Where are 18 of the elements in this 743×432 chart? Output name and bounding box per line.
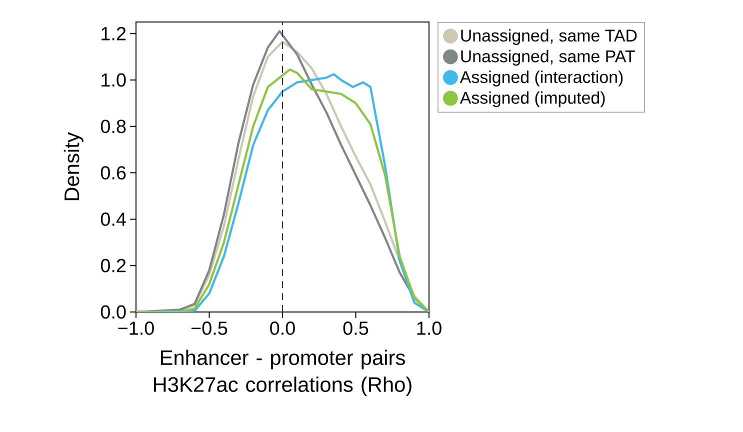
x-axis-title: Enhancer - promoter pairs H3K27ac correlations (Rho) bbox=[154, 350, 412, 396]
x-tick-label: 0.5 bbox=[343, 321, 368, 335]
y-tick-label: 1.0 bbox=[102, 73, 126, 87]
y-axis-title: Density bbox=[64, 132, 84, 200]
legend-label: Assigned (interaction) bbox=[460, 70, 623, 86]
y-tick-label: 0.0 bbox=[100, 305, 126, 319]
y-tick-label: 0.6 bbox=[100, 166, 126, 180]
x-tick-label: −0.5 bbox=[192, 321, 228, 335]
x-tick-label: 1.0 bbox=[417, 321, 442, 335]
y-tick-label: 0.4 bbox=[100, 212, 126, 226]
x-tick-label: 0.0 bbox=[270, 321, 295, 335]
y-tick-label: 0.2 bbox=[100, 258, 126, 272]
legend-label: Unassigned, same TAD bbox=[461, 29, 637, 45]
y-tick-label: 0.8 bbox=[100, 120, 126, 134]
legend-label: Unassigned, same PAT bbox=[461, 50, 635, 66]
y-tick-label: 1.2 bbox=[102, 26, 126, 40]
x-tick-label: −1.0 bbox=[118, 321, 154, 335]
legend-label: Assigned (imputed) bbox=[460, 91, 605, 108]
